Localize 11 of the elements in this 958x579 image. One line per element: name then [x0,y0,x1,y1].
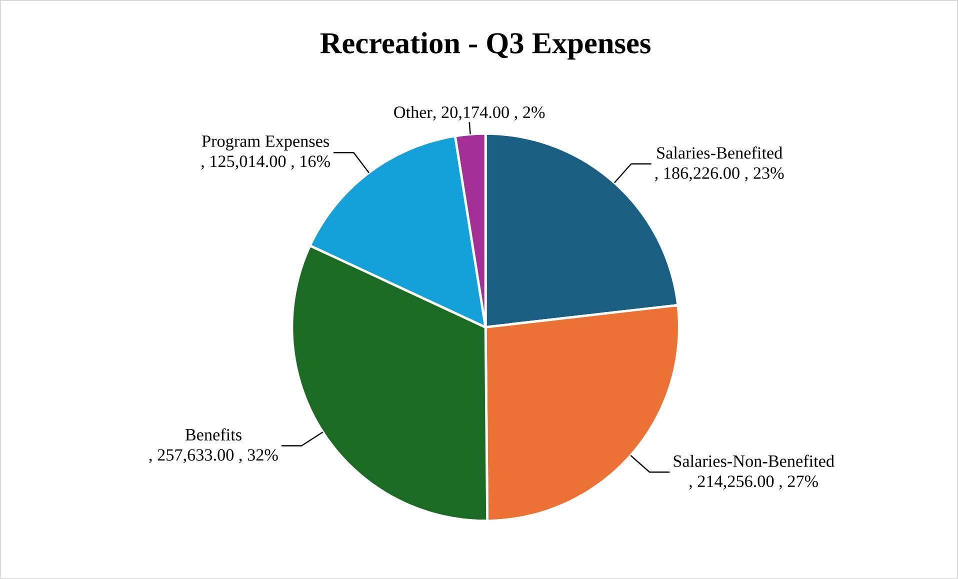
data-label: , 125,014.00 , 16% [201,156,330,170]
data-label: , 186,226.00 , 23% [654,167,784,182]
data-label: , 214,256.00 , 27% [689,476,818,490]
slice-label: Salaries-Non-Benefited [674,454,834,468]
slice-label: Program Expenses [202,136,329,151]
slice-label: Benefits [185,428,242,441]
chart-title: Recreation - Q3 Expenses [320,32,650,60]
data-label: , 257,633.00 , 32% [149,449,278,464]
slice-label: Other [394,106,432,118]
slice-label: Salaries-Benefited [657,146,782,159]
data-label: , 20,174.00 , 2% [433,106,545,121]
